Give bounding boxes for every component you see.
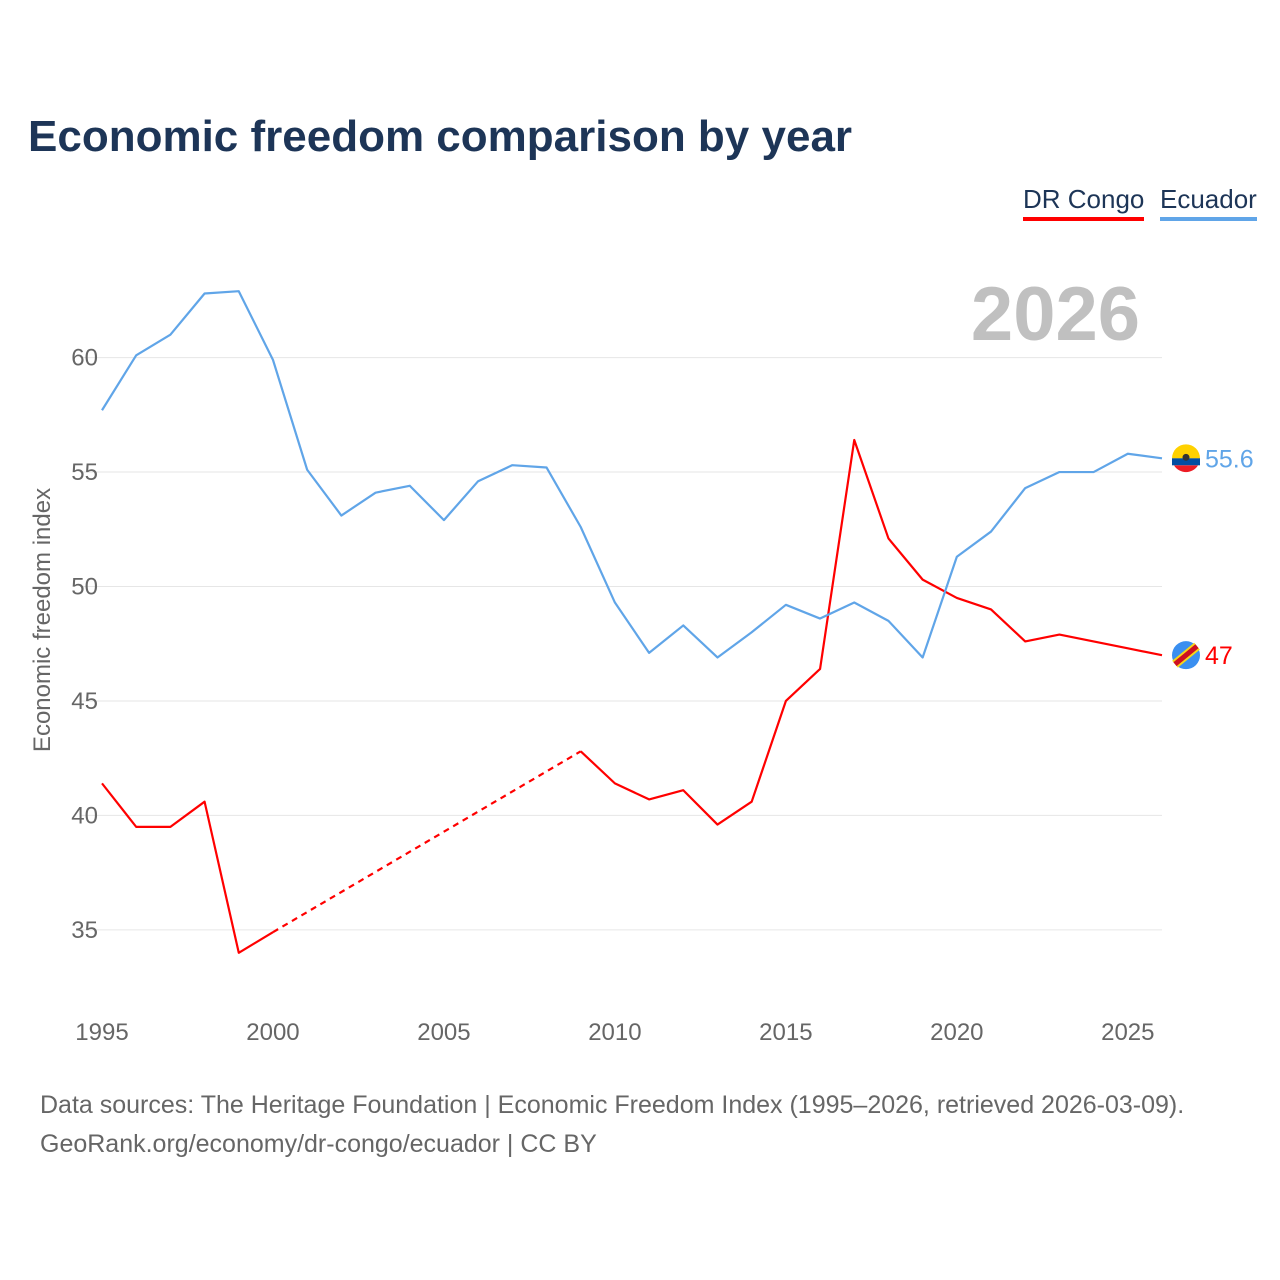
- chart-title: Economic freedom comparison by year: [28, 112, 853, 161]
- x-tick-label: 2000: [246, 1019, 299, 1046]
- series-line-dr-congo: [579, 438, 1163, 826]
- series-gap-line: [272, 750, 582, 934]
- legend-item-ecuador[interactable]: Ecuador: [1160, 184, 1257, 221]
- legend-item-dr-congo[interactable]: DR Congo: [1023, 184, 1145, 221]
- series-line-ecuador: [101, 290, 1163, 659]
- x-tick-label: 2020: [930, 1019, 983, 1046]
- y-axis-label: Economic freedom index: [29, 488, 56, 752]
- flag-emblem: [1182, 453, 1190, 461]
- x-tick-label: 1995: [75, 1019, 128, 1046]
- source-text: Data sources: The Heritage Foundation | …: [40, 1091, 1185, 1119]
- flag-stripe: [1172, 458, 1200, 466]
- flag-stripe: [1174, 465, 1198, 473]
- y-tick-label: 50: [71, 574, 98, 601]
- y-tick-label: 60: [71, 345, 98, 372]
- source-link[interactable]: GeoRank.org/economy/dr-congo/ecuador | C…: [40, 1130, 597, 1158]
- flag-stripe: [1173, 644, 1199, 667]
- y-tick-label: 45: [71, 688, 98, 715]
- x-tick-label: 2010: [588, 1019, 641, 1046]
- end-value-label: 47: [1205, 642, 1233, 670]
- ecuador-flag-icon: [1172, 444, 1200, 459]
- y-tick-label: 55: [71, 459, 98, 486]
- x-tick-label: 2005: [417, 1019, 470, 1046]
- y-tick-label: 35: [71, 917, 98, 944]
- x-tick-label: 2015: [759, 1019, 812, 1046]
- year-watermark: 2026: [971, 272, 1140, 357]
- end-value-label: 55.6: [1205, 445, 1254, 473]
- series-line-dr-congo: [101, 782, 274, 954]
- y-tick-label: 40: [71, 802, 98, 829]
- x-tick-label: 2025: [1101, 1019, 1154, 1046]
- footer: Data sources: The Heritage Foundation | …: [40, 1086, 1184, 1164]
